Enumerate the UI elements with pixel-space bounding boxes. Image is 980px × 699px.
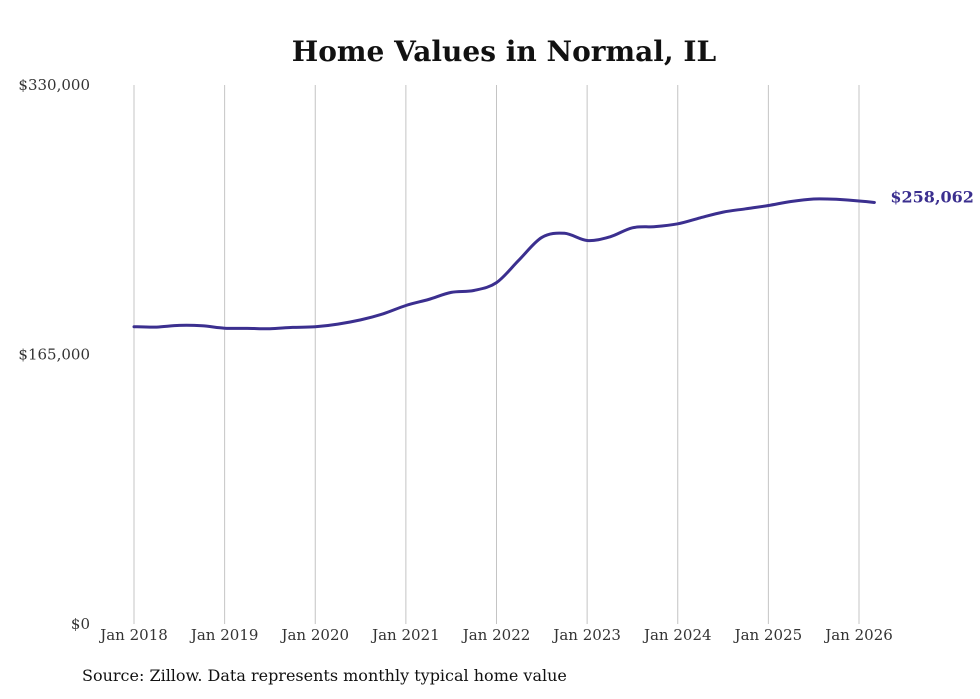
x-tick-label: Jan 2020	[279, 626, 349, 644]
x-tick-label: Jan 2026	[823, 626, 893, 644]
data-point	[337, 323, 339, 325]
data-point	[246, 327, 248, 329]
data-point	[699, 217, 701, 219]
data-point	[873, 201, 875, 203]
data-point	[156, 326, 158, 328]
x-tick-label: Jan 2022	[461, 626, 531, 644]
y-axis: $0 $165,000 $330,000	[18, 76, 90, 633]
x-tick-label: Jan 2018	[98, 626, 168, 644]
x-tick-label: Jan 2019	[189, 626, 259, 644]
data-point	[223, 327, 225, 329]
series-line	[132, 197, 876, 331]
chart-title: Home Values in Normal, IL	[292, 35, 717, 68]
data-point	[813, 198, 815, 200]
data-point	[609, 236, 611, 238]
x-axis: Jan 2018 Jan 2019 Jan 2020 Jan 2021 Jan 2022…	[98, 85, 893, 644]
data-point	[722, 211, 724, 213]
y-tick-label: $165,000	[18, 346, 90, 364]
data-point	[518, 259, 520, 261]
x-tick-label: Jan 2021	[370, 626, 440, 644]
data-point	[790, 200, 792, 202]
data-point	[858, 200, 860, 202]
data-point	[201, 325, 203, 327]
data-point	[631, 227, 633, 229]
data-point	[586, 239, 588, 241]
data-point	[382, 313, 384, 315]
data-point	[291, 326, 293, 328]
data-point	[654, 225, 656, 227]
data-point	[269, 328, 271, 330]
x-tick-label: Jan 2025	[733, 626, 803, 644]
data-point	[473, 289, 475, 291]
data-point	[677, 223, 679, 225]
data-point	[495, 281, 497, 283]
series-layer: $258,062	[132, 187, 974, 331]
source-note: Source: Zillow. Data represents monthly …	[82, 666, 567, 685]
y-tick-label: $0	[71, 615, 90, 633]
x-tick-label: Jan 2024	[642, 626, 712, 644]
data-point	[133, 326, 135, 328]
data-point	[541, 236, 543, 238]
x-tick-label: Jan 2023	[551, 626, 621, 644]
data-point	[427, 298, 429, 300]
data-point	[405, 304, 407, 306]
data-point	[314, 326, 316, 328]
data-point	[450, 291, 452, 293]
data-point	[745, 208, 747, 210]
data-point	[563, 232, 565, 234]
data-point	[359, 319, 361, 321]
data-point	[835, 198, 837, 200]
data-point	[767, 204, 769, 206]
end-value-label: $258,062	[890, 187, 974, 206]
y-tick-label: $330,000	[18, 76, 90, 94]
data-point	[178, 324, 180, 326]
